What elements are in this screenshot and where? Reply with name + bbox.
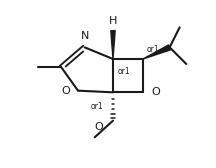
Text: or1: or1 xyxy=(118,67,131,76)
Text: H: H xyxy=(109,16,117,26)
Polygon shape xyxy=(143,45,171,59)
Text: O: O xyxy=(151,87,160,97)
Text: O: O xyxy=(61,86,70,96)
Polygon shape xyxy=(111,31,115,59)
Text: N: N xyxy=(81,31,89,41)
Text: or1: or1 xyxy=(146,45,159,54)
Text: or1: or1 xyxy=(90,102,103,111)
Text: O: O xyxy=(94,122,103,132)
